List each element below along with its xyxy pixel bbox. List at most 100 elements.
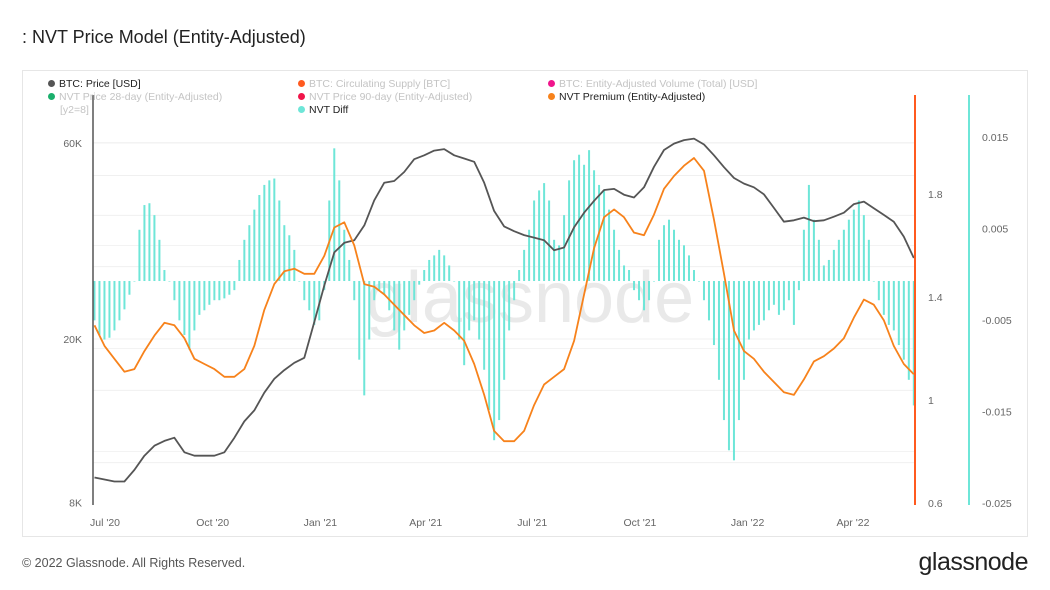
- nvt-diff-bar: [253, 209, 256, 281]
- nvt-diff-bar: [443, 255, 446, 281]
- x-tick-label: Jul '21: [517, 517, 547, 529]
- nvt-diff-bar: [158, 239, 161, 281]
- nvt-diff-bar: [93, 281, 96, 321]
- legend-item[interactable]: NVT Price 90-day (Entity-Adjusted): [298, 91, 472, 103]
- legend-item[interactable]: BTC: Circulating Supply [BTC]: [298, 78, 450, 90]
- nvt-diff-bar: [463, 281, 466, 366]
- nvt-diff-bar: [488, 281, 491, 411]
- nvt-diff-bar: [603, 190, 606, 281]
- legend-dot-icon: [298, 106, 305, 113]
- legend-item[interactable]: NVT Diff: [298, 104, 348, 116]
- legend-item[interactable]: BTC: Entity-Adjusted Volume (Total) [USD…: [548, 78, 757, 90]
- nvt-diff-bar: [608, 209, 611, 281]
- nvt-diff-bar: [503, 281, 506, 380]
- nvt-diff-bar: [233, 281, 236, 291]
- nvt-diff-bar: [747, 281, 750, 340]
- nvt-diff-bar: [178, 281, 181, 321]
- x-tick-label: Jan '21: [304, 517, 338, 529]
- nvt-diff-bar: [887, 281, 890, 325]
- nvt-diff-bar: [423, 270, 426, 281]
- nvt-diff-bar: [902, 281, 905, 360]
- nvt-diff-bar: [533, 200, 536, 281]
- nvt-diff-bar: [168, 281, 171, 282]
- nvt-diff-bar: [493, 281, 496, 441]
- nvt-diff-bar: [238, 259, 241, 281]
- nvt-diff-bar: [787, 281, 790, 301]
- nvt-diff-bar: [757, 281, 760, 325]
- nvt-diff-bar: [408, 281, 411, 315]
- nvt-diff-bar: [777, 281, 780, 315]
- nvt-diff-bar: [862, 215, 865, 281]
- nvt-diff-bar: [618, 249, 621, 281]
- nvt-diff-bar: [468, 281, 471, 331]
- nvt-diff-bar: [742, 281, 745, 380]
- nvt-diff-bar: [543, 183, 546, 281]
- legend-item[interactable]: NVT Price 28-day (Entity-Adjusted): [48, 91, 222, 103]
- legend-item[interactable]: NVT Premium (Entity-Adjusted): [548, 91, 705, 103]
- nvt-diff-bar: [138, 229, 141, 281]
- nvt-diff-bar: [802, 229, 805, 281]
- nvt-diff-bar: [163, 270, 166, 281]
- copyright: © 2022 Glassnode. All Rights Reserved.: [22, 556, 246, 570]
- nvt-diff-bar: [623, 265, 626, 281]
- nvt-diff-bar: [218, 281, 221, 301]
- nvt-diff-bar: [188, 281, 191, 350]
- nvt-diff-bar: [653, 281, 656, 282]
- nvt-diff-bar: [643, 281, 646, 311]
- nvt-diff-bar: [128, 281, 131, 295]
- nvt-diff-bar: [183, 281, 186, 335]
- nvt-diff-bar: [752, 281, 755, 331]
- nvt-diff-bar: [827, 259, 830, 281]
- nvt-diff-bar: [458, 281, 461, 340]
- x-tick-label: Oct '21: [623, 517, 656, 529]
- nvt-diff-bar: [513, 281, 516, 301]
- nvt-diff-bar: [268, 180, 271, 281]
- legend-item[interactable]: BTC: Price [USD]: [48, 78, 141, 90]
- nvt-diff-bar: [767, 281, 770, 311]
- glassnode-logo[interactable]: glassnode: [918, 548, 1029, 576]
- legend-label: NVT Price 90-day (Entity-Adjusted): [309, 91, 472, 103]
- legend-dot-icon: [298, 80, 305, 87]
- axes: Jul '20 Oct '20 Jan '21 Apr '21 Jul '21 Oct '…: [63, 95, 1012, 529]
- nvt-diff-bar: [373, 281, 376, 301]
- nvt-diff-bar: [568, 180, 571, 281]
- nvt-diff-bar: [213, 281, 216, 301]
- nvt-diff-bar: [113, 281, 116, 331]
- nvt-diff-bar: [663, 225, 666, 281]
- nvt-diff-bar: [857, 200, 860, 281]
- x-tick-label: Jul '20: [90, 517, 120, 529]
- nvt-diff-bar: [638, 281, 641, 301]
- nvt-diff-bar: [867, 239, 870, 281]
- nvt-diff-bar: [298, 281, 301, 282]
- legend-dot-icon: [48, 80, 55, 87]
- legend-dot-icon: [548, 93, 555, 100]
- nvt-diff-bar: [208, 281, 211, 305]
- x-tick-label: Apr '22: [836, 517, 869, 529]
- legend-dot-icon: [298, 93, 305, 100]
- legend-item[interactable]: [y2=8]: [60, 104, 89, 116]
- nvt-diff-bar: [668, 219, 671, 281]
- nvt-diff-bar: [508, 281, 511, 331]
- nvt-diff-bar: [193, 281, 196, 331]
- nvt-diff-bar: [633, 281, 636, 291]
- nvt-diff-bar: [368, 281, 371, 340]
- nvt-diff-bar: [762, 281, 765, 321]
- nvt-diff-bar: [363, 281, 366, 396]
- nvt-diff-bar: [682, 245, 685, 281]
- nvt-diff-bar: [148, 203, 151, 281]
- nvt-diff-bar: [348, 259, 351, 281]
- nvt-diff-bar: [792, 281, 795, 325]
- legend-label: NVT Price 28-day (Entity-Adjusted): [59, 91, 222, 103]
- btc-price-line: [94, 137, 915, 483]
- nvt-diff-bar: [812, 219, 815, 281]
- nvt-diff-bar: [842, 229, 845, 281]
- nvt-diff-bar: [143, 205, 146, 281]
- nvt-diff-bar: [228, 281, 231, 295]
- nvt-diff-bar: [782, 281, 785, 311]
- nvt-diff-bar: [173, 281, 176, 301]
- nvt-diff-bar: [288, 235, 291, 281]
- nvt-diff-bar: [578, 154, 581, 281]
- nvt-diff-bar: [877, 281, 880, 301]
- nvt-diff-bar: [478, 281, 481, 340]
